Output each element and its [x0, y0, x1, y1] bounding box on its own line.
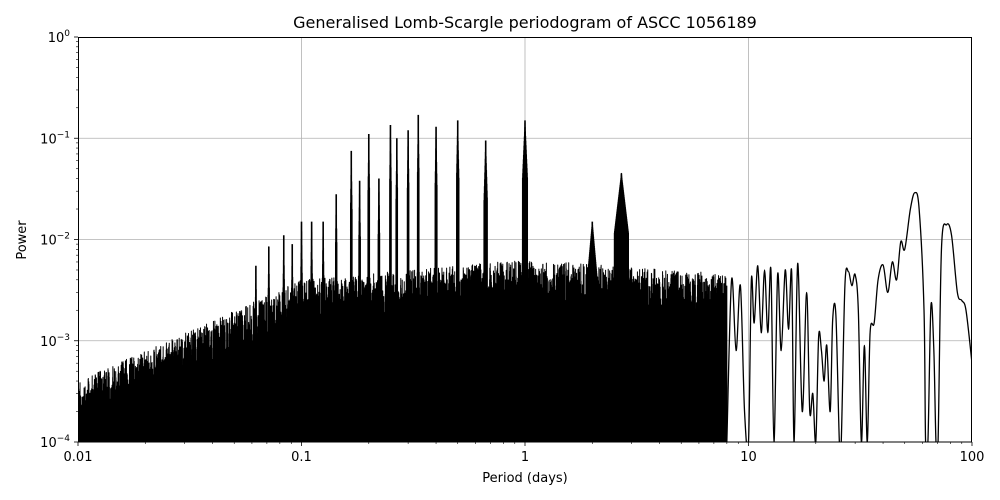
y-tick-label: 10−4	[40, 434, 70, 451]
x-tick-label: 10	[740, 450, 757, 465]
y-tick-label: 10−1	[40, 130, 70, 147]
y-tick-label: 10−2	[40, 232, 70, 249]
y-tick-label: 100	[48, 29, 71, 46]
y-tick-label: 10−3	[40, 333, 70, 350]
chart-title: Generalised Lomb-Scargle periodogram of …	[293, 13, 757, 32]
periodogram-dense-region	[78, 116, 728, 442]
x-tick-label: 100	[960, 450, 985, 465]
y-axis-label: Power	[15, 220, 30, 260]
periodogram-long-period-curve	[726, 191, 972, 442]
periodogram-line	[78, 114, 972, 442]
x-tick-label: 0.01	[64, 450, 93, 465]
x-tick-label: 1	[521, 450, 529, 465]
y-axis-ticks: 10−4 10−3 10−2 10−1 100	[40, 29, 78, 451]
x-tick-label: 0.1	[291, 450, 312, 465]
x-axis-ticks: 0.01 0.1 1 10 100	[64, 442, 985, 465]
x-axis-label: Period (days)	[482, 471, 568, 486]
